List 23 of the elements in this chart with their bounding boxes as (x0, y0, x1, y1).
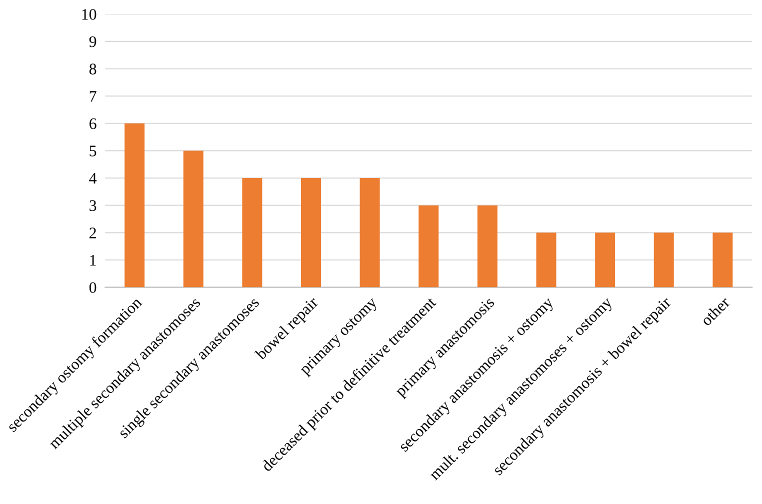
bar (301, 178, 321, 288)
x-tick-label: other (700, 296, 731, 326)
y-tick-label: 9 (89, 36, 96, 48)
bar (183, 150, 204, 288)
y-tick-label: 4 (89, 173, 97, 184)
y-tick-label: 2 (90, 228, 96, 238)
bar (595, 232, 616, 288)
y-tick-label: 0 (89, 282, 96, 293)
bar (418, 205, 439, 288)
y-tick-label: 7 (90, 91, 96, 102)
y-tick-label: 1 (90, 254, 96, 266)
y-tick-label: 6 (90, 118, 96, 130)
bar (654, 232, 674, 288)
bar (477, 205, 498, 288)
bar (712, 232, 733, 288)
y-tick-label: 10 (82, 9, 96, 20)
y-tick-label: 8 (89, 64, 96, 74)
bar (124, 123, 145, 288)
bar (360, 178, 380, 288)
y-tick-label: 5 (90, 146, 96, 156)
bar (536, 232, 556, 288)
y-tick-label: 3 (90, 200, 96, 212)
bar (242, 178, 262, 288)
